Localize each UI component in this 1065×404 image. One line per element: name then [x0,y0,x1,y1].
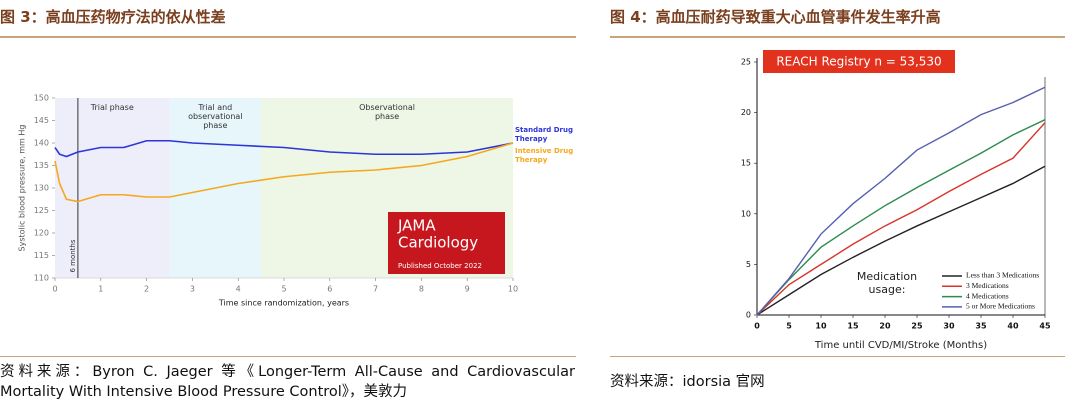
title-rule [610,36,1065,38]
x-tick-label: 25 [911,322,923,331]
x-axis-label: Time until CVD/MI/Stroke (Months) [814,340,987,351]
phase-label: Observational phase [359,103,415,121]
x-tick-label: 7 [373,285,378,294]
y-tick-label: 125 [34,206,49,215]
x-tick-label: 10 [508,285,518,294]
x-tick-label: 5 [786,322,792,331]
x-tick-label: 20 [879,322,891,331]
annotation-box [763,50,955,73]
y-tick-label: 130 [34,184,49,193]
y-tick-label: 15 [741,159,751,168]
series-line [756,122,1046,316]
legend-title: Medication usage: [856,270,918,296]
y-tick-label: 20 [741,108,751,117]
figure-title: 图 4：高血压耐药导致重大心血管事件发生率升高 [610,8,941,26]
series-line [54,139,514,158]
x-tick-label: 5 [281,285,286,294]
x-tick-label: 0 [754,322,760,331]
annotation-text: REACH Registry n = 53,530 [776,55,941,69]
legend-label: Intensive Drug Therapy [515,147,574,164]
legend-label: 4 Medications [966,291,1009,300]
y-tick-label: 110 [34,274,49,283]
y-tick-label: 150 [34,94,49,103]
x-tick-label: 6 [327,285,332,294]
source-note: 资料来源：idorsia 官网 [610,374,765,390]
y-tick-label: 145 [34,116,49,125]
x-tick-label: 40 [1007,322,1019,331]
y-tick-label: 135 [34,161,49,170]
phase-label: Trial and observational phase [188,103,243,130]
y-tick-label: 0 [746,311,751,320]
marker-label: 6 months [69,239,77,272]
badge-box [388,212,505,274]
x-tick-label: 45 [1039,322,1051,331]
x-axis-label: Time since randomization, years [218,299,349,308]
x-tick-label: 8 [419,285,424,294]
legend-label: Less than 3 Medications [966,271,1039,280]
x-tick-label: 2 [144,285,149,294]
source-rule [610,356,1065,357]
source-rule [0,356,576,357]
y-axis-label: Systolic blood pressure, mm Hg [18,125,27,252]
x-tick-label: 1 [98,285,103,294]
x-tick-label: 9 [465,285,470,294]
x-tick-label: 10 [815,322,827,331]
y-tick-label: 5 [746,260,751,269]
figure-title: 图 3：高血压药物疗法的依从性差 [0,8,226,26]
series-line [756,119,1046,316]
x-tick-label: 15 [847,322,859,331]
badge-text: JAMA [397,217,436,235]
y-tick-label: 10 [741,209,751,218]
series-line [756,86,1046,316]
x-tick-label: 3 [190,285,195,294]
y-tick-label: 120 [34,229,49,238]
x-tick-label: 35 [975,322,987,331]
series-line [54,142,514,203]
title-rule [0,36,576,38]
badge-text: Cardiology [398,234,478,252]
phase-band [55,98,170,278]
badge-text: Published October 2022 [398,262,482,270]
phase-label: Trial phase [90,103,134,112]
source-note: 资料来源：Byron C. Jaeger 等《Longer-Term All-C… [0,364,575,400]
legend-label: 3 Medications [966,281,1009,290]
y-tick-label: 140 [34,139,49,148]
x-tick-label: 4 [236,285,241,294]
x-tick-label: 30 [943,322,955,331]
x-tick-label: 0 [52,285,57,294]
legend-label: 5 or More Medications [966,302,1035,311]
y-tick-label: 25 [741,58,751,67]
legend-label: Standard Drug Therapy [515,126,573,143]
y-tick-label: 115 [34,251,49,260]
series-line [756,165,1046,316]
